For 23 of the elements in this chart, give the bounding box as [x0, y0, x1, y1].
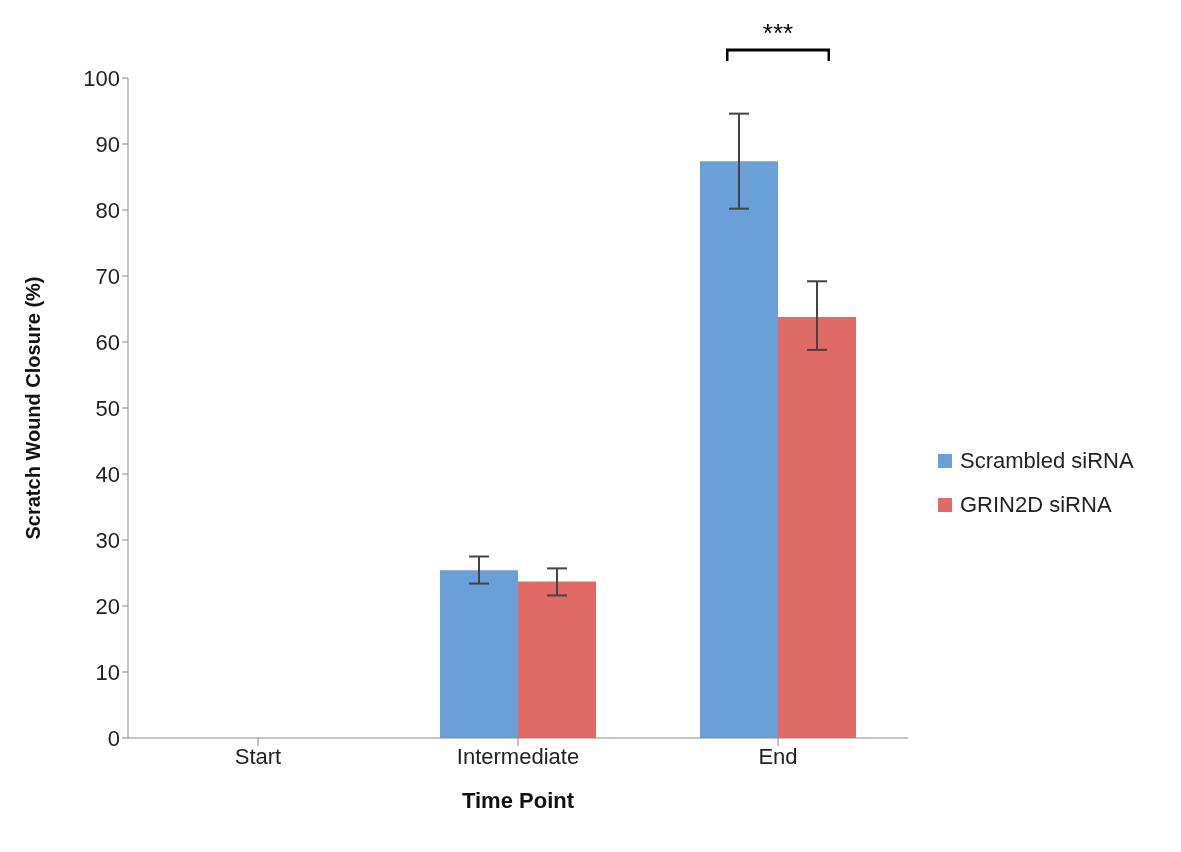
bar: [518, 581, 596, 738]
x-tick-label: Intermediate: [456, 743, 580, 769]
y-tick-label: 10: [95, 659, 120, 685]
y-tick-label: 90: [95, 131, 120, 157]
y-tick-label: 0: [107, 725, 120, 751]
x-tick-label: End: [758, 743, 798, 769]
y-tick-label: 70: [95, 263, 120, 289]
bar: [778, 316, 856, 738]
x-axis-title: Time Point: [461, 788, 575, 813]
legend-label: Scrambled siRNA: [959, 448, 1134, 474]
y-tick-label: 60: [95, 329, 120, 355]
y-tick-label: 100: [83, 65, 120, 91]
y-tick-label: 30: [95, 527, 120, 553]
text: ***: [761, 18, 795, 49]
bar: [440, 570, 518, 738]
y-axis-title: Scratch Wound Closure (%): [22, 276, 45, 540]
y-tick-label: 80: [95, 197, 120, 223]
y-tick-label: 40: [95, 461, 120, 487]
x-tick-label: Start: [234, 743, 282, 769]
bar: [700, 161, 778, 738]
legend-label: GRIN2D siRNA: [959, 492, 1113, 518]
y-tick-label: 20: [95, 593, 120, 619]
y-tick-label: 50: [95, 395, 120, 421]
